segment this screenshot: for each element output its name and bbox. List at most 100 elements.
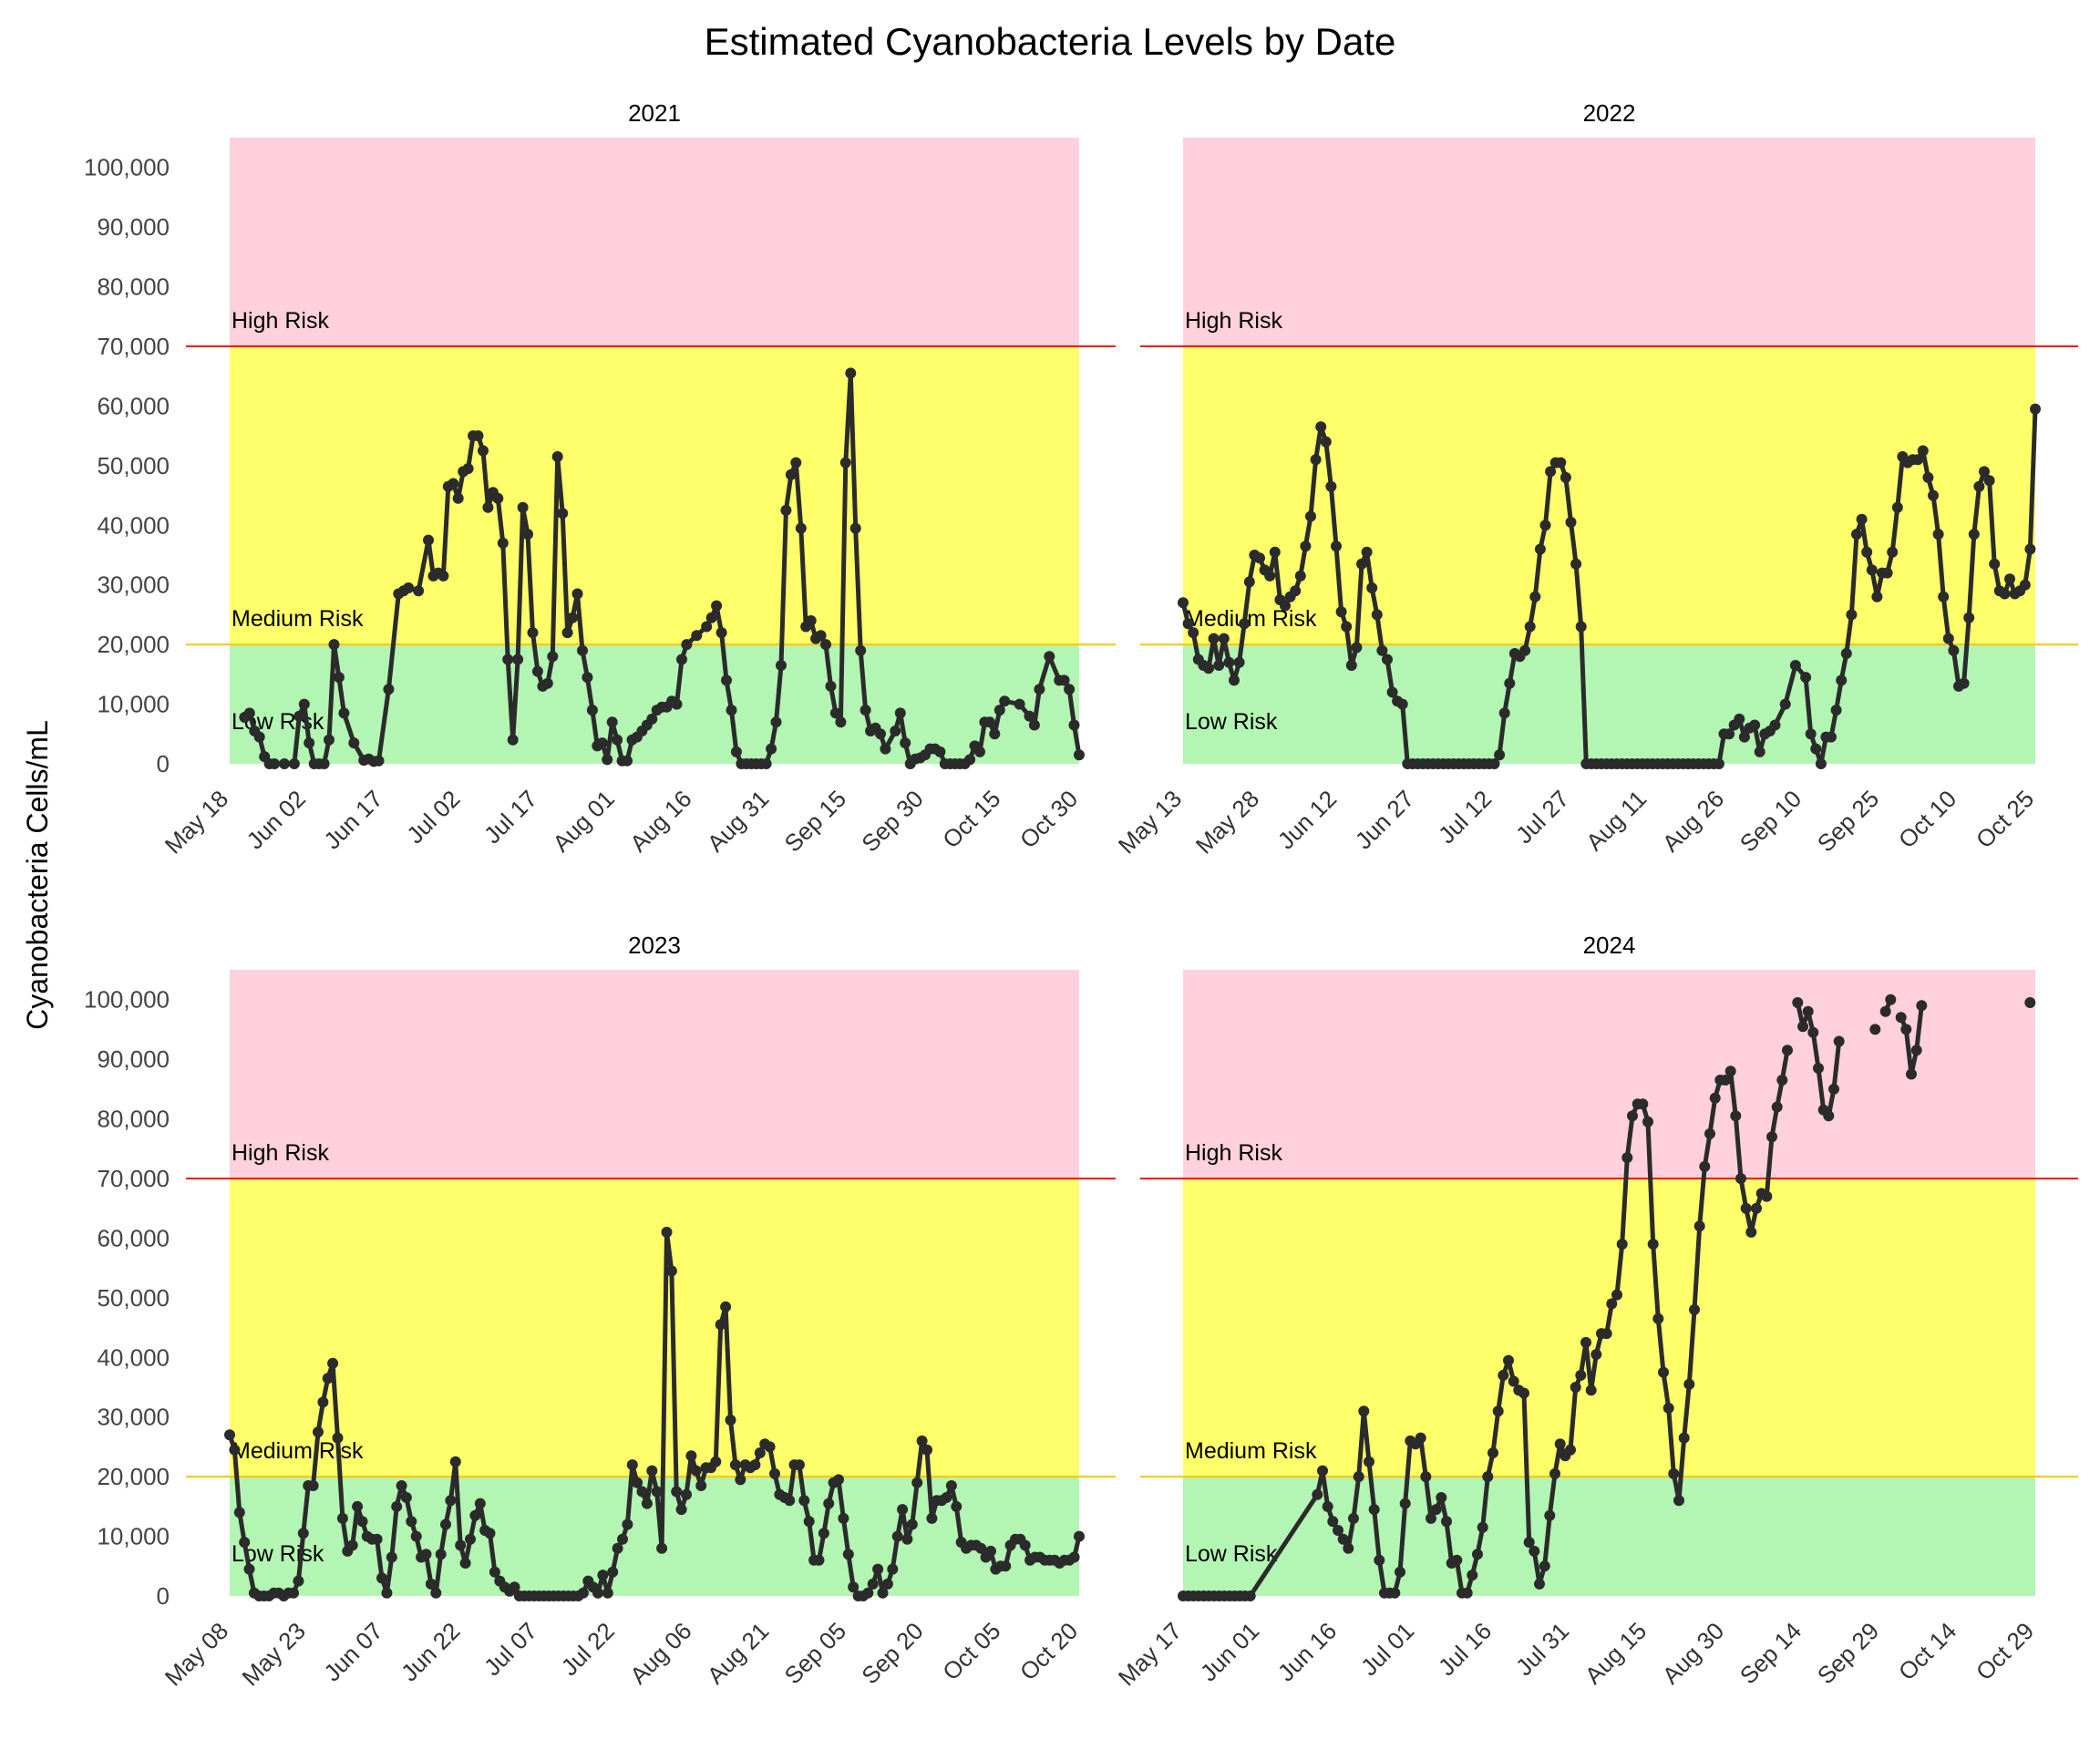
data-point <box>676 654 687 665</box>
data-point <box>1730 1110 1742 1122</box>
data-point <box>435 1549 447 1560</box>
data-point <box>1575 621 1587 633</box>
data-point <box>1064 684 1076 695</box>
data-point <box>371 1533 383 1545</box>
data-point <box>1565 517 1577 528</box>
data-point <box>2004 573 2015 585</box>
data-point <box>1337 1533 1349 1545</box>
data-point <box>926 1512 938 1524</box>
panel-title-2022: 2022 <box>1583 99 1636 127</box>
data-point <box>839 457 851 468</box>
data-point <box>333 672 345 684</box>
data-point <box>1590 1349 1602 1360</box>
data-point <box>838 1512 849 1524</box>
data-point <box>1652 1312 1664 1324</box>
data-point <box>820 639 831 651</box>
data-point <box>1034 684 1045 695</box>
data-point <box>1792 997 1804 1008</box>
data-point <box>641 1498 653 1509</box>
data-point <box>1917 445 1929 457</box>
data-point <box>1472 1549 1483 1560</box>
data-point <box>1058 674 1070 686</box>
data-point <box>1518 1387 1529 1399</box>
data-point <box>1734 713 1745 725</box>
data-point <box>1213 660 1225 671</box>
data-point <box>1789 660 1801 671</box>
data-point <box>632 1477 643 1488</box>
data-point <box>656 1542 668 1554</box>
data-point <box>400 1492 412 1503</box>
data-point <box>1879 1005 1891 1017</box>
data-point <box>327 1357 339 1369</box>
data-point <box>1482 1471 1494 1483</box>
data-point <box>1068 1551 1080 1563</box>
data-point <box>1560 471 1571 483</box>
data-point <box>622 1518 633 1530</box>
data-point <box>304 737 315 749</box>
data-point <box>975 1542 987 1554</box>
data-point <box>1044 651 1055 663</box>
x-tick-label: Aug 11 <box>1580 785 1652 856</box>
y-tick-label: 20,000 <box>97 1463 170 1490</box>
y-tick-label: 0 <box>157 1582 170 1610</box>
data-point <box>945 1480 957 1491</box>
data-point <box>1461 1587 1473 1599</box>
data-point <box>440 1518 451 1530</box>
data-point <box>711 600 723 612</box>
data-point <box>452 492 464 504</box>
data-point <box>1942 633 1954 644</box>
data-point <box>754 1447 766 1458</box>
x-tick-label: Jul 27 <box>1510 785 1574 849</box>
data-point <box>1529 591 1541 602</box>
data-point <box>726 705 737 716</box>
data-point <box>474 1498 486 1509</box>
data-point <box>1498 1369 1509 1381</box>
data-point <box>1826 731 1837 743</box>
panels-layer: High Risk Medium Risk Low Risk 2021 0 10,000 2… <box>84 99 2078 1692</box>
data-point <box>1740 1202 1752 1214</box>
y-tick-label: 90,000 <box>97 1045 170 1073</box>
low-risk-band <box>1183 644 2035 764</box>
data-point <box>482 501 494 513</box>
data-point <box>1779 698 1791 710</box>
data-point <box>1529 1545 1540 1557</box>
data-point <box>420 1549 432 1560</box>
data-point <box>497 537 509 549</box>
data-point <box>1382 654 1393 665</box>
x-tick-label: Aug 16 <box>624 785 696 857</box>
data-point <box>1989 558 2001 570</box>
data-point <box>1999 588 2011 600</box>
data-point <box>376 1572 387 1584</box>
data-point <box>577 1587 589 1599</box>
data-point <box>730 746 742 757</box>
y-axis-label: Cyanobacteria Cells/mL <box>21 720 54 1030</box>
data-point <box>597 1570 609 1581</box>
panel-title-2024: 2024 <box>1583 932 1636 959</box>
data-point <box>1345 660 1357 671</box>
x-tick-label: Sep 05 <box>779 1617 851 1689</box>
data-point <box>1830 705 1842 716</box>
x-tick-label: Jul 16 <box>1433 1617 1497 1681</box>
data-point <box>253 731 265 743</box>
x-tick-label: Jun 22 <box>396 1617 465 1686</box>
data-point <box>1846 609 1858 621</box>
data-point <box>522 529 533 540</box>
data-point <box>2030 403 2041 415</box>
data-point <box>571 588 583 600</box>
data-point <box>1322 1500 1333 1512</box>
x-tick-label: Aug 31 <box>702 785 774 857</box>
data-point <box>1983 475 1995 487</box>
data-point <box>229 1444 241 1456</box>
data-point <box>478 445 489 457</box>
data-point <box>1335 606 1347 618</box>
x-tick-label: Sep 30 <box>856 785 928 857</box>
x-tick-label: Aug 30 <box>1657 1617 1729 1689</box>
x-tick-label: Jul 31 <box>1510 1617 1574 1681</box>
data-point <box>784 1495 796 1507</box>
data-point <box>338 707 350 719</box>
data-point <box>881 1578 893 1590</box>
data-point <box>1745 1226 1757 1238</box>
data-point <box>2019 579 2031 591</box>
low-risk-label: Low Risk <box>1185 1541 1278 1567</box>
data-point <box>1766 1131 1777 1143</box>
